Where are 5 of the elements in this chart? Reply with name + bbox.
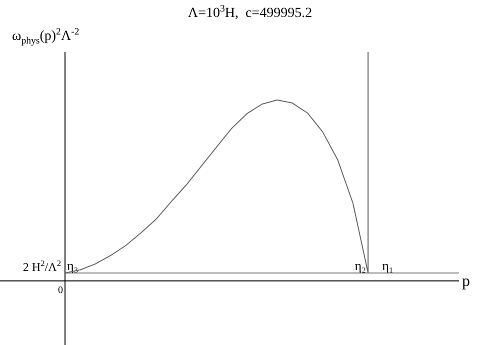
- annotation: η₃: [67, 258, 78, 273]
- annotation: η₂: [354, 258, 366, 273]
- text: η₁: [382, 258, 394, 273]
- text: p: [462, 272, 470, 290]
- text: 0: [58, 284, 64, 296]
